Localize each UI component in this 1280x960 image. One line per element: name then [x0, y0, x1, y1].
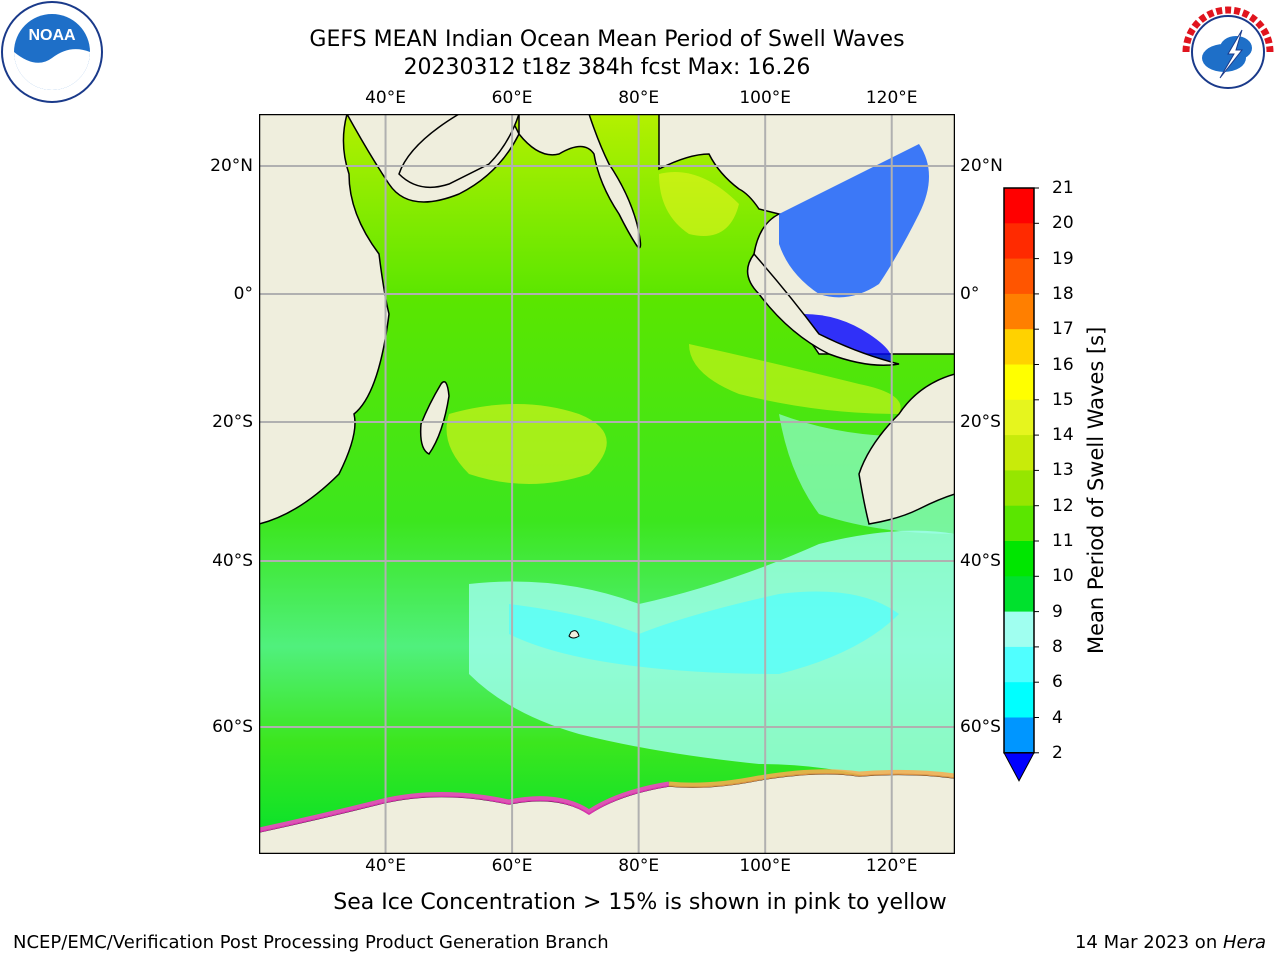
colorbar-tick-label: 14	[1052, 425, 1074, 446]
noaa-logo: NOAA	[1, 1, 103, 103]
lon-tick-label-top: 60°E	[491, 88, 533, 108]
lon-tick-label-bottom: 100°E	[739, 856, 792, 876]
colorbar-tick-label: 18	[1052, 283, 1074, 304]
noaa-logo-text: NOAA	[28, 27, 76, 44]
colorbar-swatch	[1004, 435, 1034, 471]
lat-tick-label-left: 40°S	[212, 551, 253, 571]
lon-tick-label-bottom: 60°E	[491, 856, 533, 876]
colorbar-tick-label: 12	[1052, 495, 1074, 516]
colorbar-swatch	[1004, 188, 1034, 224]
colorbar-swatch	[1004, 682, 1034, 718]
colorbar-swatch	[1004, 364, 1034, 401]
land-kerguelen	[568, 630, 580, 639]
lat-tick-label-right: 20°N	[960, 156, 1003, 176]
colorbar-swatch	[1004, 646, 1034, 683]
colorbar-extend-arrow	[1003, 752, 1035, 782]
colorbar-swatch	[1004, 258, 1034, 295]
lat-tick-label-left: 0°	[233, 284, 253, 304]
lat-tick-label-right: 20°S	[960, 412, 1001, 432]
lat-tick-label-left: 20°N	[210, 156, 253, 176]
colorbar-tick-label: 15	[1052, 389, 1074, 410]
colorbar-swatch	[1004, 541, 1034, 577]
colorbar-tick-label: 6	[1052, 672, 1063, 693]
swell-zone-high-east	[689, 344, 901, 414]
chart-title: GEFS MEAN Indian Ocean Mean Period of Sw…	[309, 27, 905, 52]
colorbar-swatch	[1004, 293, 1034, 330]
colorbar-tick-label: 10	[1052, 566, 1074, 587]
colorbar-tick-label: 17	[1052, 319, 1074, 340]
colorbar-swatch	[1004, 223, 1034, 260]
swell-zone-high	[446, 404, 607, 484]
colorbar-swatch	[1004, 717, 1034, 754]
lat-tick-label-right: 0°	[960, 284, 980, 304]
colorbar-tick-label: 20	[1052, 213, 1074, 234]
colorbar	[1003, 187, 1039, 782]
sea-ice-edge-west	[259, 781, 670, 833]
colorbar-tick-label: 2	[1052, 742, 1063, 763]
colorbar-title: Mean Period of Swell Waves [s]	[1084, 326, 1108, 654]
land-arabia	[398, 114, 520, 189]
footer-date-text: 14 Mar 2023 on	[1074, 932, 1223, 953]
lon-tick-label-bottom: 80°E	[618, 856, 660, 876]
lat-tick-label-right: 40°S	[960, 551, 1001, 571]
colorbar-swatch	[1004, 470, 1034, 507]
lat-tick-label-left: 20°S	[212, 412, 253, 432]
land-madagascar	[419, 381, 450, 455]
colorbar-swatch	[1004, 576, 1034, 613]
colorbar-tick-label: 4	[1052, 707, 1063, 728]
lon-tick-label-top: 120°E	[865, 88, 918, 108]
colorbar-tick-label: 11	[1052, 531, 1074, 551]
swell-zone-lower	[509, 591, 899, 674]
colorbar-swatch	[1004, 505, 1034, 542]
map-border	[259, 114, 955, 854]
map-gridlines	[259, 114, 955, 854]
swell-zone-java-sea	[803, 314, 892, 364]
footer-credit: NCEP/EMC/Verification Post Processing Pr…	[13, 932, 609, 953]
colorbar-swatch	[1004, 399, 1034, 436]
footer-machine: Hera	[1222, 932, 1266, 953]
swell-zone-high-bay	[659, 172, 739, 236]
lon-tick-label-bottom: 120°E	[865, 856, 918, 876]
colorbar-tick-label: 21	[1052, 178, 1074, 198]
lon-tick-label-top: 40°E	[365, 88, 406, 108]
footer-date: 14 Mar 2023 on Hera	[1075, 932, 1266, 953]
chart-subtitle: 20230312 t18z 384h fcst Max: 16.26	[403, 55, 811, 80]
colorbar-tick-label: 9	[1052, 601, 1063, 622]
lon-tick-label-top: 80°E	[618, 88, 660, 108]
sea-ice-edge-east	[668, 769, 955, 788]
colorbar-tick-label: 8	[1052, 636, 1063, 657]
sea-ice-note: Sea Ice Concentration > 15% is shown in …	[333, 890, 947, 915]
nws-logo	[1178, 2, 1278, 102]
lat-tick-label-left: 60°S	[212, 717, 253, 737]
colorbar-swatch	[1004, 611, 1034, 648]
colorbar-tick-label: 13	[1052, 460, 1074, 481]
colorbar-swatch	[1004, 329, 1034, 365]
lat-tick-label-right: 60°S	[960, 717, 1001, 737]
colorbar-tick-label: 19	[1052, 248, 1074, 269]
lon-tick-label-top: 100°E	[739, 88, 792, 108]
colorbar-tick-label: 16	[1052, 354, 1074, 375]
map-panel	[259, 114, 955, 854]
land-australia	[858, 373, 955, 525]
lon-tick-label-bottom: 40°E	[365, 856, 406, 876]
